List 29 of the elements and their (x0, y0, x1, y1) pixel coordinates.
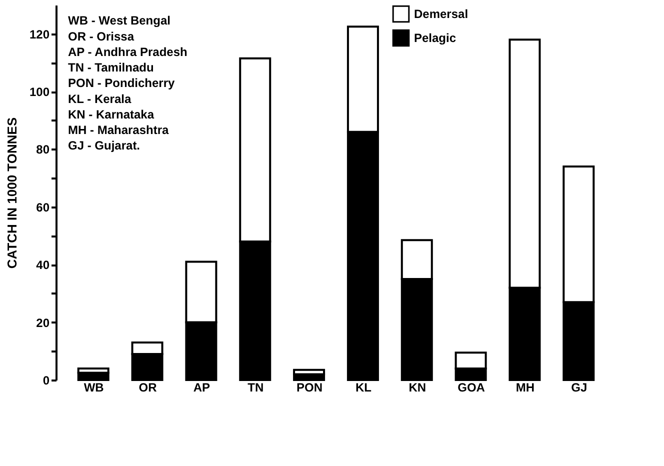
x-tick-label: TN (248, 380, 264, 394)
x-tick-label: WB (84, 380, 104, 394)
annotation: MH - Maharashtra (68, 123, 170, 137)
annotation: OR - Orissa (68, 29, 134, 44)
annotation: AP - Andhra Pradesh (68, 44, 188, 59)
y-axis-title: CATCH IN 1000 TONNES (4, 117, 20, 269)
x-tick-label: OR (138, 380, 158, 394)
x-tick-label: KN (408, 380, 426, 394)
annotation: KL - Kerala (68, 92, 132, 106)
annotation: WB - West Bengal (68, 14, 170, 28)
y-tick-label: 120 (29, 27, 50, 42)
x-tick-label: PON (296, 380, 323, 394)
y-tick-label: 0 (42, 374, 50, 388)
y-tick-label: 20 (36, 316, 50, 330)
y-tick-label: 40 (36, 258, 50, 272)
legend-label: Pelagic (414, 31, 456, 45)
x-tick-label: GOA (458, 380, 486, 394)
x-tick-label: AP (193, 380, 210, 394)
y-tick-label: 100 (29, 85, 50, 100)
x-tick-label: KL (355, 380, 372, 394)
x-tick-label: GJ (571, 380, 588, 394)
annotation: GJ - Gujarat. (68, 138, 140, 153)
annotation: TN - Tamilnadu (68, 60, 154, 74)
x-tick-label: MH (516, 380, 535, 394)
annotation: PON - Pondicherry (68, 76, 176, 90)
legend-label: Demersal (414, 7, 468, 21)
annotation: KN - Karnataka (68, 107, 154, 122)
y-tick-label: 60 (36, 200, 50, 214)
y-tick-label: 80 (36, 142, 50, 157)
